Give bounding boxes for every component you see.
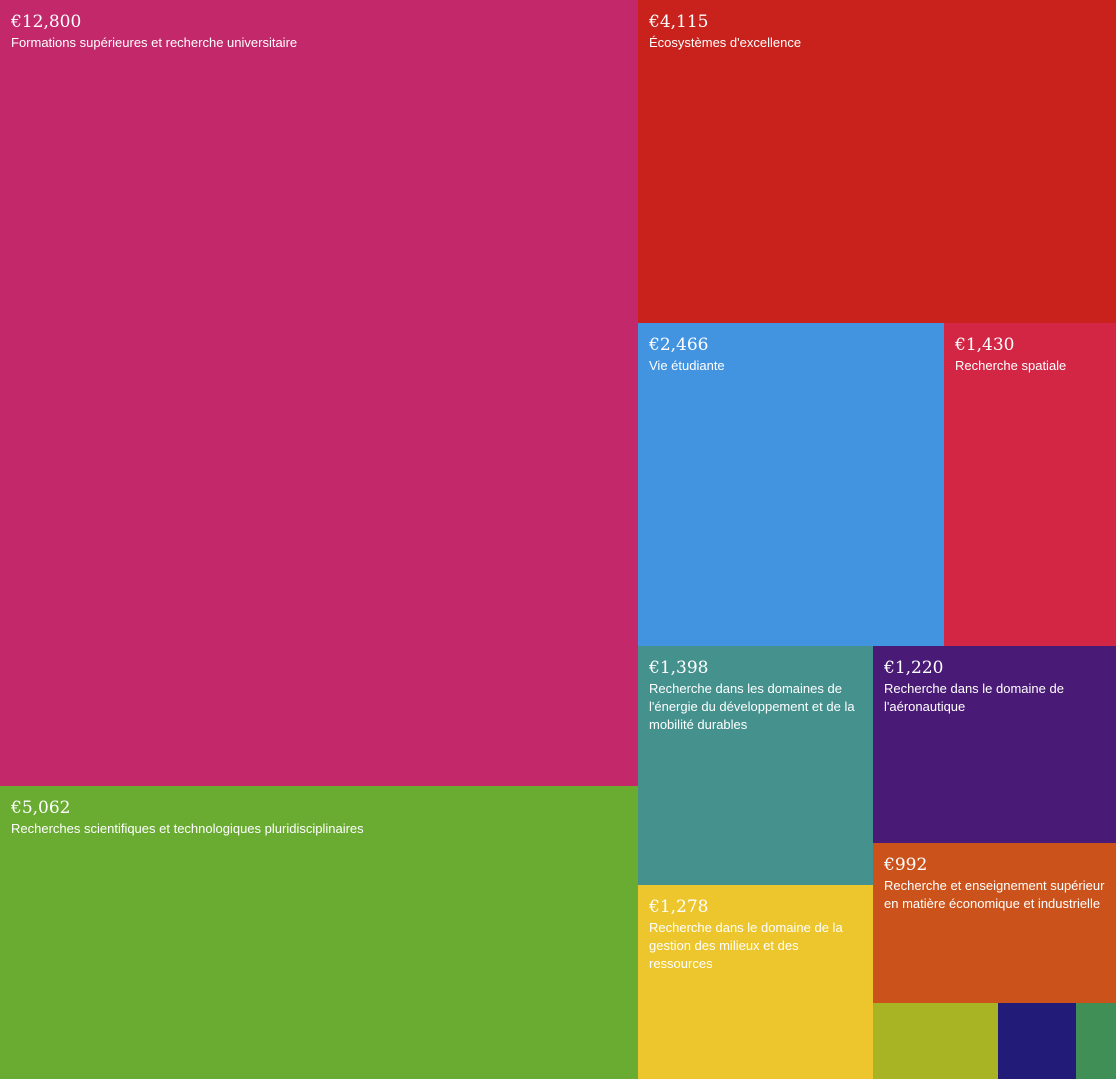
tile-small-2[interactable]	[998, 1003, 1078, 1081]
tile-ecosystemes-excellence[interactable]: €4,115 Écosystèmes d'excellence	[638, 0, 1116, 325]
tile-value-label: €1,398	[649, 658, 709, 678]
tile-value-label: €992	[884, 855, 928, 875]
tile-category-label: Recherche spatiale	[955, 358, 1067, 373]
tile-recherche-energie[interactable]: €1,398 Recherche dans les domaines de l'é…	[638, 646, 875, 887]
tile-category-label: Recherches scientifiques et technologiqu…	[11, 821, 364, 836]
tile-category-label: Vie étudiante	[649, 358, 725, 373]
tile-value-label: €2,466	[649, 335, 709, 355]
tile-value-label: €1,220	[884, 658, 944, 678]
tile-vie-etudiante[interactable]: €2,466 Vie étudiante	[638, 323, 946, 648]
tile-category-label: Recherche dans le domaine de l'aéronauti…	[884, 681, 1064, 714]
tile-value-label: €4,115	[649, 12, 709, 32]
tile-formations-superieures[interactable]: €12,800 Formations supérieures et recherc…	[0, 0, 640, 788]
tile-category-label: Recherche dans le domaine de la gestion …	[649, 920, 843, 971]
tile-value-label: €1,278	[649, 897, 709, 917]
tile-value-label: €5,062	[11, 798, 71, 818]
tile-value-label: €1,430	[955, 335, 1015, 355]
tile-small-3[interactable]	[1076, 1003, 1116, 1081]
tile-recherche-economique[interactable]: €992 Recherche et enseignement supérieur …	[873, 843, 1116, 1005]
tile-recherches-pluridisciplinaires[interactable]: €5,062 Recherches scientifiques et techno…	[0, 786, 640, 1081]
tile-recherche-milieux[interactable]: €1,278 Recherche dans le domaine de la ge…	[638, 885, 875, 1081]
tile-value-label: €12,800	[11, 12, 82, 32]
tile-category-label: Écosystèmes d'excellence	[649, 35, 802, 50]
tile-category-label: Recherche et enseignement supérieur en m…	[884, 878, 1105, 911]
tile-recherche-spatiale[interactable]: €1,430 Recherche spatiale	[944, 323, 1116, 648]
tile-category-label: Recherche dans les domaines de l'énergie…	[649, 681, 855, 732]
tile-category-label: Formations supérieures et recherche univ…	[11, 35, 298, 50]
tile-recherche-aeronautique[interactable]: €1,220 Recherche dans le domaine de l'aér…	[873, 646, 1116, 845]
tile-small-1[interactable]	[873, 1003, 1000, 1081]
